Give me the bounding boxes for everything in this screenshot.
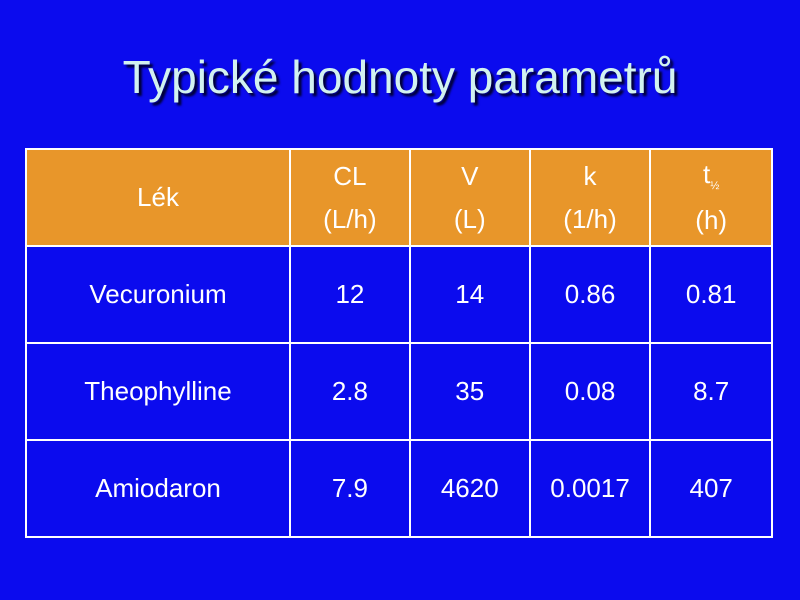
header-label: Lék (137, 182, 179, 212)
table-row: Amiodaron 7.9 4620 0.0017 407 (24, 439, 773, 538)
table-header: Lék CL (L/h) V (L) k (1/h) t½ (h) (24, 148, 773, 247)
header-label: k (583, 160, 597, 191)
value-cell: 2.8 (289, 342, 411, 441)
value-cell: 0.81 (649, 245, 773, 344)
header-label: V (461, 160, 479, 191)
drug-name: Vecuronium (24, 245, 292, 344)
value-cell: 8.7 (649, 342, 773, 441)
value-cell: 4620 (408, 439, 531, 538)
value-cell: 0.0017 (528, 439, 652, 538)
drug-name: Amiodaron (24, 439, 292, 538)
value-cell: 7.9 (289, 439, 411, 538)
header-cell: CL (L/h) (289, 148, 411, 247)
table-row: Vecuronium 12 14 0.86 0.81 (24, 245, 773, 344)
header-unit: (L) (453, 203, 486, 234)
header-row: Lék CL (L/h) V (L) k (1/h) t½ (h) (24, 148, 773, 247)
value-cell: 407 (649, 439, 773, 538)
value-cell: 35 (408, 342, 531, 441)
header-subscript: ½ (710, 180, 720, 193)
header-label: t (702, 159, 711, 190)
header-unit: (L/h) (323, 203, 377, 234)
header-cell: k (1/h) (528, 148, 652, 247)
header-unit: (1/h) (563, 203, 617, 234)
value-cell: 0.86 (528, 245, 652, 344)
header-cell: Lék (24, 148, 292, 247)
header-label: CL (333, 160, 367, 191)
value-cell: 12 (289, 245, 411, 344)
parameter-table: Lék CL (L/h) V (L) k (1/h) t½ (h) Vecuronium 12 14… (24, 148, 773, 538)
header-cell: V (L) (408, 148, 531, 247)
table-body: Vecuronium 12 14 0.86 0.81 Theophylline 2.8 35 0… (24, 245, 773, 538)
value-cell: 14 (408, 245, 531, 344)
header-cell: t½ (h) (649, 148, 773, 247)
table-row: Theophylline 2.8 35 0.08 8.7 (24, 342, 773, 441)
header-unit: (h) (695, 204, 728, 235)
value-cell: 0.08 (528, 342, 652, 441)
drug-name: Theophylline (24, 342, 292, 441)
slide-title: Typické hodnoty parametrů (122, 51, 678, 103)
